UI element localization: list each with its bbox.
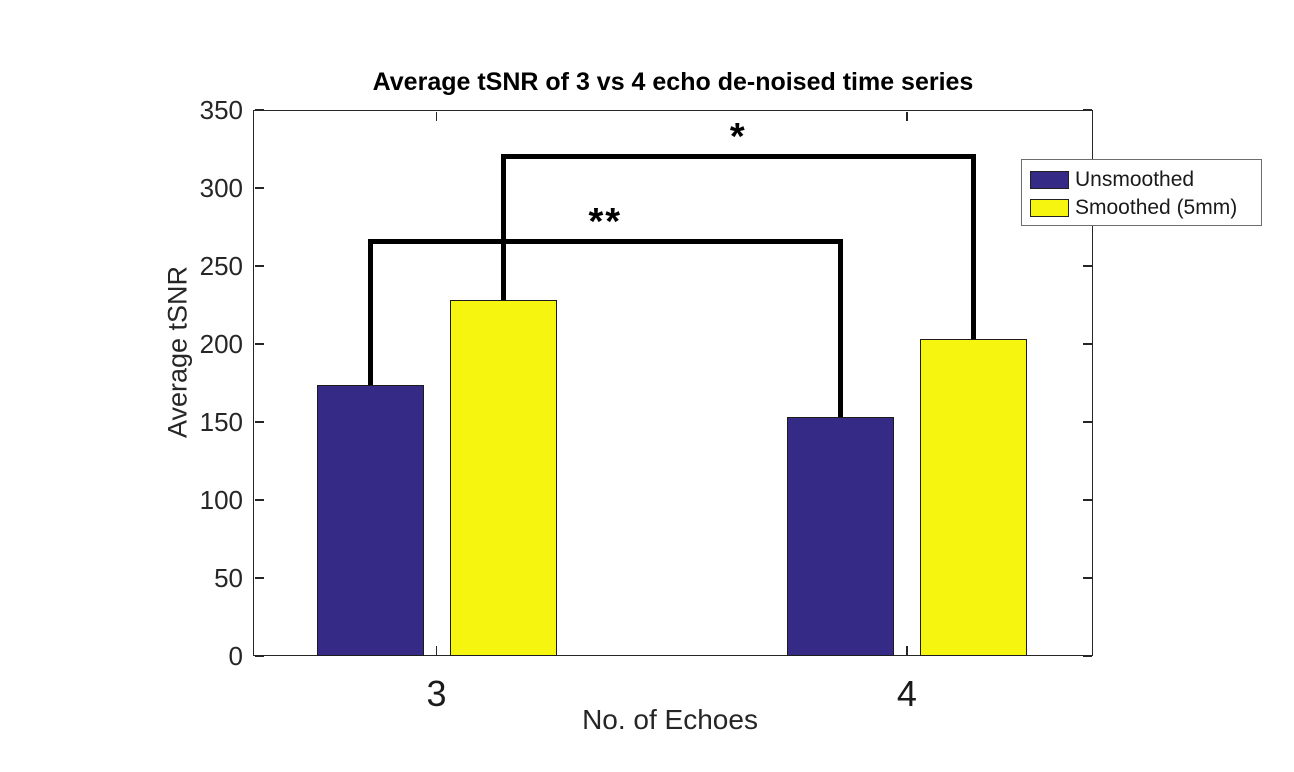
y-tick-label: 0: [228, 641, 243, 671]
chart-title: Average tSNR of 3 vs 4 echo de-noised ti…: [372, 68, 974, 96]
plot-area: [253, 110, 1093, 656]
y-tick-mark-right: [1082, 265, 1092, 267]
significance-bracket-left-line: [367, 239, 373, 385]
significance-bracket-top-line: [500, 153, 976, 159]
y-tick-mark-left: [254, 187, 264, 189]
x-tick-mark-top: [435, 111, 438, 121]
y-axis-label: Average tSNR: [162, 265, 193, 439]
y-tick-mark-right: [1082, 421, 1092, 423]
legend-item: Unsmoothed: [1030, 166, 1261, 194]
significance-bracket-left-line: [500, 153, 506, 301]
x-tick-label: 4: [896, 673, 917, 714]
legend-label: Smoothed (5mm): [1075, 196, 1238, 219]
x-axis-label: No. of Echoes: [582, 704, 758, 735]
y-tick-mark-left: [254, 109, 264, 111]
y-tick-mark-left: [254, 577, 264, 579]
y-tick-label: 100: [199, 485, 243, 515]
significance-bracket-top-line: [367, 239, 843, 245]
y-tick-label: 50: [214, 563, 243, 593]
significance-bracket-right-line: [970, 153, 976, 340]
y-tick-mark-left: [254, 265, 264, 267]
legend: Unsmoothed Smoothed (5mm): [1021, 159, 1262, 226]
legend-label: Unsmoothed: [1075, 168, 1195, 191]
y-tick-mark-right: [1082, 343, 1092, 345]
y-tick-mark-right: [1082, 109, 1092, 111]
x-tick-mark-bottom: [906, 645, 908, 655]
y-tick-label: 300: [199, 173, 243, 203]
significance-stars: *: [729, 115, 747, 158]
bar-unsmoothed-group-3: [316, 384, 424, 656]
bar-smoothed-5mm--group-4: [919, 339, 1027, 656]
legend-swatch-icon: [1030, 171, 1069, 189]
legend-item: Smoothed (5mm): [1030, 194, 1261, 222]
y-tick-mark-right: [1082, 577, 1092, 579]
y-tick-mark-left: [254, 343, 264, 345]
significance-bracket-right-line: [837, 239, 843, 418]
y-tick-label: 150: [199, 407, 243, 437]
y-tick-mark-right: [1082, 655, 1092, 657]
significance-stars: **: [588, 201, 623, 244]
y-tick-label: 350: [199, 95, 243, 125]
y-tick-label: 250: [199, 251, 243, 281]
legend-swatch-icon: [1030, 199, 1069, 217]
x-tick-mark-top: [906, 111, 908, 121]
y-tick-label: 200: [199, 329, 243, 359]
y-tick-mark-right: [1082, 499, 1092, 501]
y-tick-mark-left: [254, 421, 264, 423]
x-tick-mark-bottom: [435, 645, 438, 655]
bar-unsmoothed-group-4: [786, 417, 894, 656]
y-tick-mark-left: [254, 499, 264, 501]
y-tick-mark-left: [254, 655, 264, 657]
bar-smoothed-5mm--group-3: [449, 300, 557, 656]
x-tick-label: 3: [426, 673, 447, 714]
